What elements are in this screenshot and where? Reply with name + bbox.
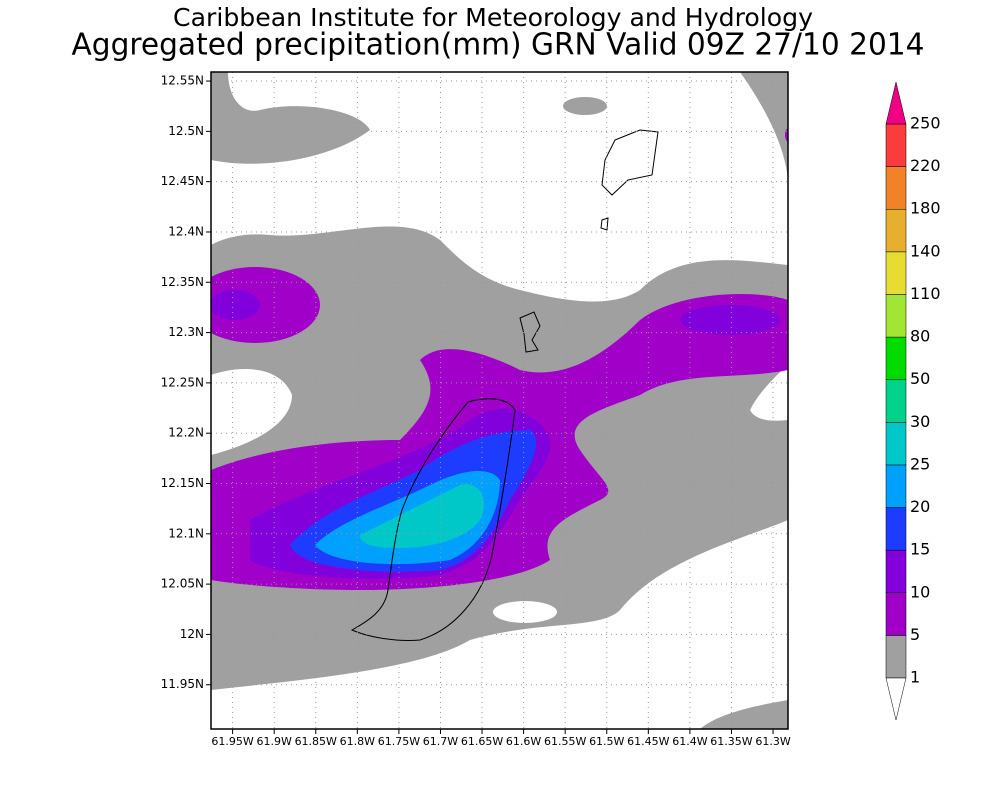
precipitation-field — [211, 72, 788, 729]
y-tick-label: 12N — [180, 627, 204, 641]
x-tick-label: 61.55W — [544, 735, 586, 748]
x-tick-label: 61.85W — [295, 735, 337, 748]
color-box — [885, 251, 907, 295]
color-box — [885, 422, 907, 466]
y-tick-label: 12.2N — [168, 426, 204, 440]
y-tick-label: 12.3N — [168, 325, 204, 339]
y-tick-label: 12.5N — [168, 124, 204, 138]
x-tick-label: 61.3W — [755, 735, 790, 748]
colorbar-label: 10 — [910, 582, 930, 601]
title: Caribbean Institute for Meteorology and … — [173, 3, 813, 32]
colorbar-label: 30 — [910, 412, 930, 431]
plot-frame — [210, 71, 789, 730]
y-tick-label: 12.55N — [161, 74, 204, 88]
y-tick-label: 12.35N — [161, 275, 204, 289]
colorbar-label: 20 — [910, 497, 930, 516]
color-box — [885, 549, 907, 594]
color-box — [885, 208, 907, 253]
y-tick-label: 12.1N — [168, 526, 204, 540]
colorbar-label: 25 — [910, 454, 930, 473]
color-box — [885, 592, 907, 636]
color-box — [885, 379, 907, 423]
color-arrow-top — [885, 81, 907, 125]
x-tick-label: 61.95W — [211, 735, 253, 748]
color-box — [885, 464, 907, 508]
x-tick-label: 61.5W — [589, 735, 624, 748]
axes: 12.55N 12.5N 12.45N 12.4N 12.35N 12.3N 12.25N 1… — [161, 72, 791, 748]
color-box — [885, 294, 907, 338]
y-tick-label: 12.05N — [161, 577, 204, 591]
x-tick-label: 61.6W — [506, 735, 541, 748]
color-box — [885, 166, 907, 210]
x-tick-label: 61.45W — [627, 735, 669, 748]
x-tick-label: 61.65W — [461, 735, 503, 748]
colorbar-label: 220 — [910, 156, 941, 175]
color-box — [885, 507, 907, 551]
colorbar-label: 110 — [910, 284, 941, 303]
y-tick-label: 12.4N — [168, 224, 204, 238]
color-box — [885, 123, 907, 167]
colorbar-label: 15 — [910, 540, 930, 559]
y-tick-label: 11.95N — [161, 677, 204, 691]
colorbar-label: 1 — [910, 668, 920, 687]
subtitle: Aggregated precipitation(mm) GRN Valid 0… — [72, 28, 925, 63]
colorbar-label: 140 — [910, 241, 941, 260]
x-tick-label: 61.75W — [378, 735, 420, 748]
colorbar-label: 250 — [910, 114, 941, 133]
x-tick-label: 61.35W — [710, 735, 752, 748]
colorbar-label: 5 — [910, 625, 920, 644]
x-tick-label: 61.9W — [256, 735, 291, 748]
y-tick-label: 12.45N — [161, 174, 204, 188]
colorbar-label: 50 — [910, 369, 930, 388]
x-tick-label: 61.8W — [340, 735, 375, 748]
colorbar-label: 180 — [910, 199, 941, 218]
y-tick-label: 12.25N — [161, 375, 204, 389]
colorbar-label: 80 — [910, 327, 930, 346]
color-box — [885, 336, 907, 380]
x-tick-label: 61.7W — [423, 735, 458, 748]
x-tick-label: 61.4W — [672, 735, 707, 748]
color-box — [885, 635, 907, 679]
color-arrow-bottom — [885, 677, 907, 721]
y-tick-label: 12.15N — [161, 476, 204, 490]
